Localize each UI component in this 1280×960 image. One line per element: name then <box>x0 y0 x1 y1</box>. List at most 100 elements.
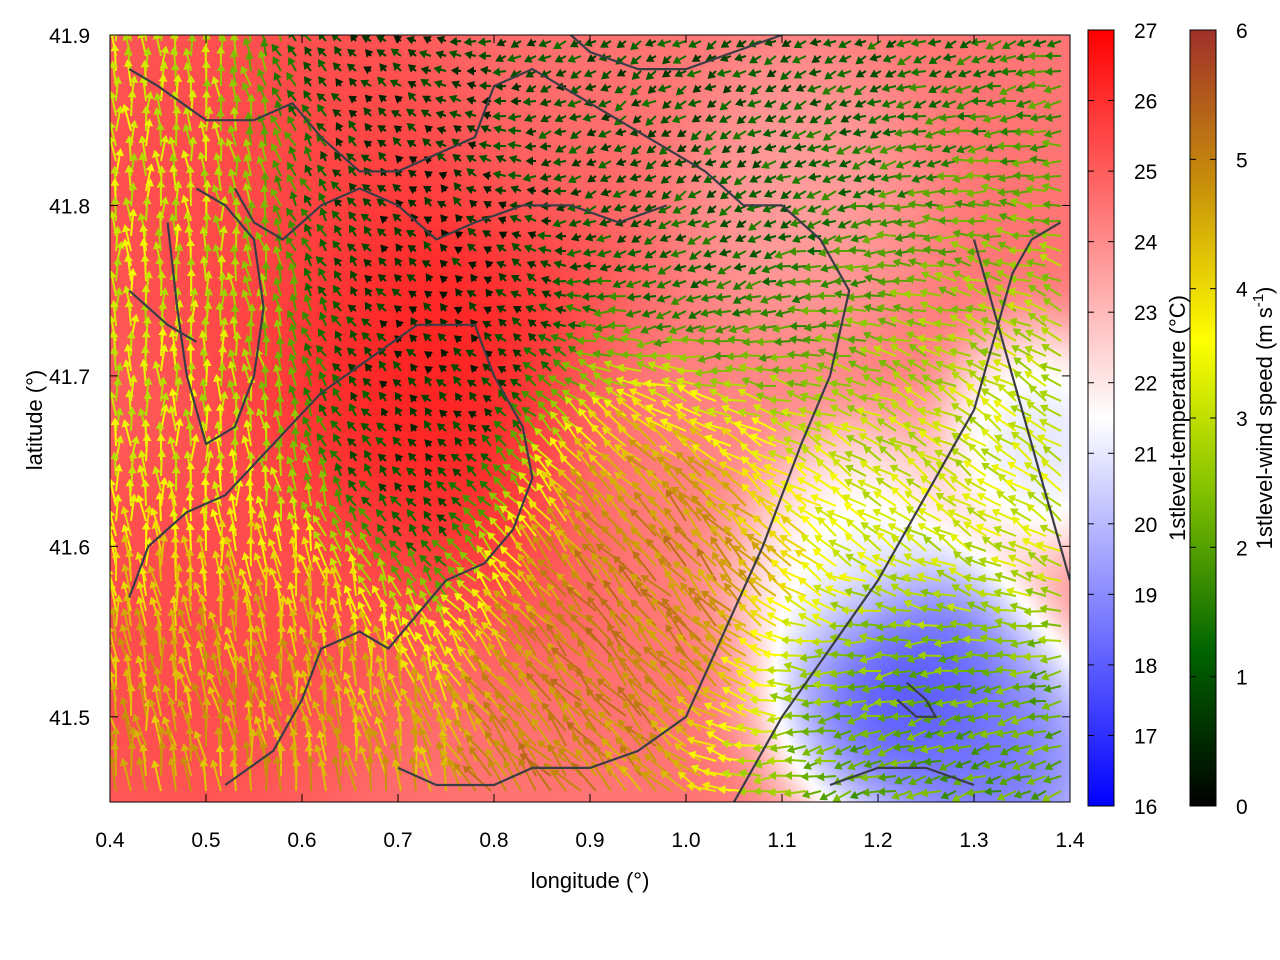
wind-arrow <box>986 55 1002 64</box>
wind-arrow <box>793 40 807 49</box>
wind-arrow <box>454 436 463 447</box>
wind-arrow <box>924 143 942 153</box>
wind-arrow <box>781 39 792 47</box>
wind-arrow <box>619 334 642 344</box>
wind-arrow <box>892 258 912 268</box>
wind-arrow <box>539 97 552 107</box>
wind-arrow <box>318 403 327 417</box>
wind-arrow <box>969 341 987 357</box>
wind-arrow <box>956 55 972 66</box>
wind-arrow <box>378 492 387 507</box>
wind-arrow <box>360 213 372 222</box>
wind-arrow <box>241 260 252 282</box>
wind-arrow <box>144 118 154 147</box>
wind-arrow <box>644 416 672 432</box>
colorbar-tick-label: 20 <box>1134 514 1157 537</box>
wind-arrow <box>466 81 477 90</box>
wind-arrow <box>780 83 792 92</box>
wind-arrow <box>913 100 927 109</box>
wind-arrow <box>957 69 972 78</box>
wind-arrow <box>934 234 957 243</box>
wind-arrow <box>586 145 597 155</box>
wind-arrow <box>361 332 372 342</box>
wind-arrow <box>970 126 987 136</box>
wind-arrow <box>361 35 372 44</box>
wind-arrow <box>300 208 312 222</box>
wind-arrow <box>455 288 464 297</box>
wind-arrow <box>656 294 672 303</box>
wind-arrow <box>470 333 479 343</box>
wind-arrow <box>581 292 597 302</box>
wind-arrow <box>1036 434 1062 447</box>
wind-arrow <box>596 249 612 258</box>
wind-arrow <box>660 128 672 137</box>
wind-arrow <box>1027 67 1047 77</box>
wind-arrow <box>907 431 927 447</box>
wind-arrow <box>497 365 507 374</box>
wind-arrow <box>334 345 343 357</box>
wind-arrow <box>917 406 942 417</box>
wind-arrow <box>932 436 957 447</box>
temperature-colorbar-label: 1stlevel-temperature (°C) <box>1165 295 1190 541</box>
wind-arrow <box>406 274 417 283</box>
wind-arrow <box>996 141 1017 151</box>
wind-arrow <box>392 379 402 388</box>
wind-arrow <box>361 318 372 327</box>
wind-arrow <box>950 403 972 417</box>
wind-arrow <box>1012 142 1032 152</box>
wind-arrow <box>407 80 417 89</box>
wind-arrow <box>691 444 717 462</box>
wind-arrow <box>189 287 199 312</box>
wind-arrow <box>378 257 387 267</box>
wind-arrow <box>1042 100 1062 110</box>
wind-arrow <box>854 38 867 47</box>
wind-arrow <box>727 335 747 345</box>
wind-arrow <box>671 279 687 288</box>
wind-arrow <box>863 303 882 313</box>
wind-arrow <box>890 473 912 492</box>
wind-arrow <box>690 280 702 289</box>
wind-arrow <box>450 364 462 373</box>
wind-arrow <box>828 450 852 462</box>
wind-arrow <box>511 258 522 267</box>
wind-arrow <box>704 158 717 167</box>
wind-arrow <box>999 54 1017 63</box>
wind-arrow <box>629 378 657 388</box>
wind-arrow <box>389 79 402 88</box>
wind-arrow <box>1041 172 1062 182</box>
wind-arrow <box>348 375 357 387</box>
wind-arrow <box>509 378 522 387</box>
wind-arrow <box>576 449 597 477</box>
wind-arrow <box>1023 299 1047 312</box>
wind-arrow <box>1023 244 1047 254</box>
wind-arrow <box>1044 113 1062 123</box>
wind-arrow <box>854 99 867 108</box>
wind-arrow <box>477 37 492 47</box>
x-axis-label: longitude (°) <box>531 868 650 893</box>
wind-arrow <box>675 366 702 376</box>
wind-arrow <box>993 400 1017 417</box>
wind-arrow <box>598 218 612 227</box>
wind-arrow <box>593 308 612 318</box>
wind-arrow <box>1041 459 1062 477</box>
wind-arrow <box>122 359 132 387</box>
wind-arrow <box>511 242 522 252</box>
wind-arrow <box>349 450 358 462</box>
wind-arrow <box>820 143 837 153</box>
wind-arrow <box>904 386 927 402</box>
wind-arrow <box>654 322 672 332</box>
wind-arrow <box>422 36 432 45</box>
wind-arrow <box>285 236 297 252</box>
wind-arrow <box>656 280 672 289</box>
wind-arrow <box>645 70 657 80</box>
wind-arrow <box>688 473 717 492</box>
wind-arrow <box>510 96 522 106</box>
wind-arrow <box>527 319 537 328</box>
wind-arrow <box>211 480 222 507</box>
wind-arrow <box>284 131 297 147</box>
wind-arrow <box>346 420 357 432</box>
wind-arrow <box>917 345 942 357</box>
wind-arrow <box>896 55 912 66</box>
wind-arrow <box>869 53 882 62</box>
wind-arrow <box>964 313 987 327</box>
